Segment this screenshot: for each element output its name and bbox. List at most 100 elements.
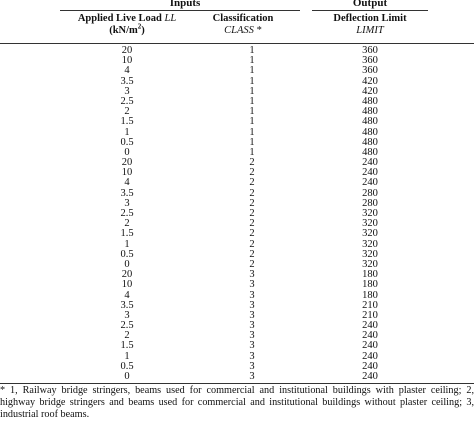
table-cell: 4	[124, 65, 130, 77]
table-row: 3 1 420	[0, 85, 474, 97]
table-cell: 1	[249, 75, 255, 87]
table-cell: 10	[121, 167, 133, 179]
table-cell: 2.5	[120, 95, 134, 107]
table-cell: 3	[249, 340, 255, 352]
table-cell: 3	[249, 309, 255, 321]
table-cell: 3	[249, 350, 255, 362]
table-cell: 1.5	[120, 340, 134, 352]
rule	[0, 383, 474, 384]
header-text: Applied Live Load	[77, 13, 162, 24]
table-row: 4 2 240	[0, 177, 474, 189]
table-cell: 480	[362, 116, 378, 128]
table-cell: 420	[362, 85, 378, 97]
table-row: 10 3 180	[0, 279, 474, 291]
table-cell: 1	[249, 126, 255, 138]
table-cell: 180	[362, 289, 378, 301]
column-header: Deflection Limit LIMIT	[312, 13, 428, 37]
header-symbol: CLASS	[224, 25, 254, 36]
table-row: 0 3 240	[0, 371, 474, 382]
table-cell: 20	[121, 157, 133, 169]
table-cell: 240	[362, 350, 378, 362]
table-cell: 1.5	[120, 228, 134, 240]
table-cell: 360	[362, 45, 378, 56]
table-row: 3.5 3 210	[0, 299, 474, 311]
table-cell: 0.5	[120, 136, 134, 148]
rule	[312, 10, 428, 11]
table-cell: 3	[249, 320, 255, 332]
table-cell: 180	[362, 279, 378, 291]
table-row: 0.5 3 240	[0, 361, 474, 372]
table-cell: 0	[124, 146, 130, 158]
table-cell: 3	[124, 197, 130, 209]
table-cell: 3	[249, 299, 255, 311]
table-cell: 480	[362, 146, 378, 158]
table-row: 3 3 210	[0, 309, 474, 321]
table-row: 0 2 320	[0, 259, 474, 270]
rule	[0, 43, 474, 44]
table-cell: 480	[362, 136, 378, 148]
table-cell: 0.5	[120, 248, 134, 260]
table-cell: 2	[249, 228, 255, 240]
table-cell: 2.5	[120, 320, 134, 332]
table-cell: 1	[124, 238, 130, 250]
table-cell: 2	[249, 187, 255, 199]
table-cell: 2	[249, 167, 255, 179]
table-cell: 360	[362, 65, 378, 77]
table-cell: 4	[124, 289, 130, 301]
table-cell: 360	[362, 55, 378, 67]
table-cell: 320	[362, 228, 378, 240]
table-cell: 420	[362, 75, 378, 87]
table-cell: 1	[249, 55, 255, 67]
header-text: Classification	[212, 13, 274, 24]
table-row: 4 1 360	[0, 65, 474, 77]
table-cell: 3	[249, 279, 255, 291]
table-cell: 280	[362, 187, 378, 199]
table-cell: 2	[124, 330, 130, 342]
table-row: 20 3 180	[0, 269, 474, 281]
table-cell: 0	[124, 371, 130, 382]
header-text: Deflection Limit	[333, 13, 407, 24]
rule	[60, 10, 300, 11]
table-cell: 20	[121, 269, 133, 281]
table-row: 20 2 240	[0, 157, 474, 169]
table-cell: 3	[249, 269, 255, 281]
table-cell: 210	[362, 299, 378, 311]
table-cell: 240	[362, 340, 378, 352]
table-cell: 1	[124, 126, 130, 138]
table-cell: 240	[362, 330, 378, 342]
table-cell: 2	[249, 157, 255, 169]
table-cell: 2	[124, 106, 130, 118]
table-cell: 1	[249, 106, 255, 118]
table-cell: 3.5	[120, 187, 134, 199]
table-row: 1 1 480	[0, 126, 474, 138]
table-cell: 2	[249, 177, 255, 189]
table-row: 1.5 2 320	[0, 228, 474, 240]
table-cell: 1	[249, 136, 255, 148]
table-row: 0 1 480	[0, 146, 474, 158]
table-cell: 240	[362, 167, 378, 179]
header-unit: )	[141, 25, 145, 36]
table-cell: 3	[249, 330, 255, 342]
table-row: 0.5 1 480	[0, 136, 474, 148]
table-row: 0.5 2 320	[0, 248, 474, 260]
column-header: Classification CLASS *	[190, 13, 296, 37]
table-cell: 210	[362, 309, 378, 321]
table-cell: 1	[249, 95, 255, 107]
table-row: 4 3 180	[0, 289, 474, 301]
table-row: 2.5 1 480	[0, 95, 474, 107]
table-cell: 2	[249, 208, 255, 219]
table-body: 20 1 360 10 1 360 4 1 360 3.5 1 420 3 1 420 2.5 1 480 2 1 48…	[0, 45, 474, 382]
table-cell: 320	[362, 208, 378, 219]
table-row: 2.5 3 240	[0, 320, 474, 332]
table-row: 20 1 360	[0, 45, 474, 56]
table-cell: 3	[249, 289, 255, 301]
table-cell: 1	[249, 116, 255, 128]
table-row: 10 1 360	[0, 55, 474, 67]
header-exponent: 2	[137, 22, 142, 31]
table-cell: 3.5	[120, 299, 134, 311]
table-row: 3 2 280	[0, 197, 474, 209]
table-cell: 3.5	[120, 75, 134, 87]
group-header: Inputs	[169, 0, 201, 9]
footnote: * 1, Railway bridge stringers, beams use…	[0, 385, 474, 421]
